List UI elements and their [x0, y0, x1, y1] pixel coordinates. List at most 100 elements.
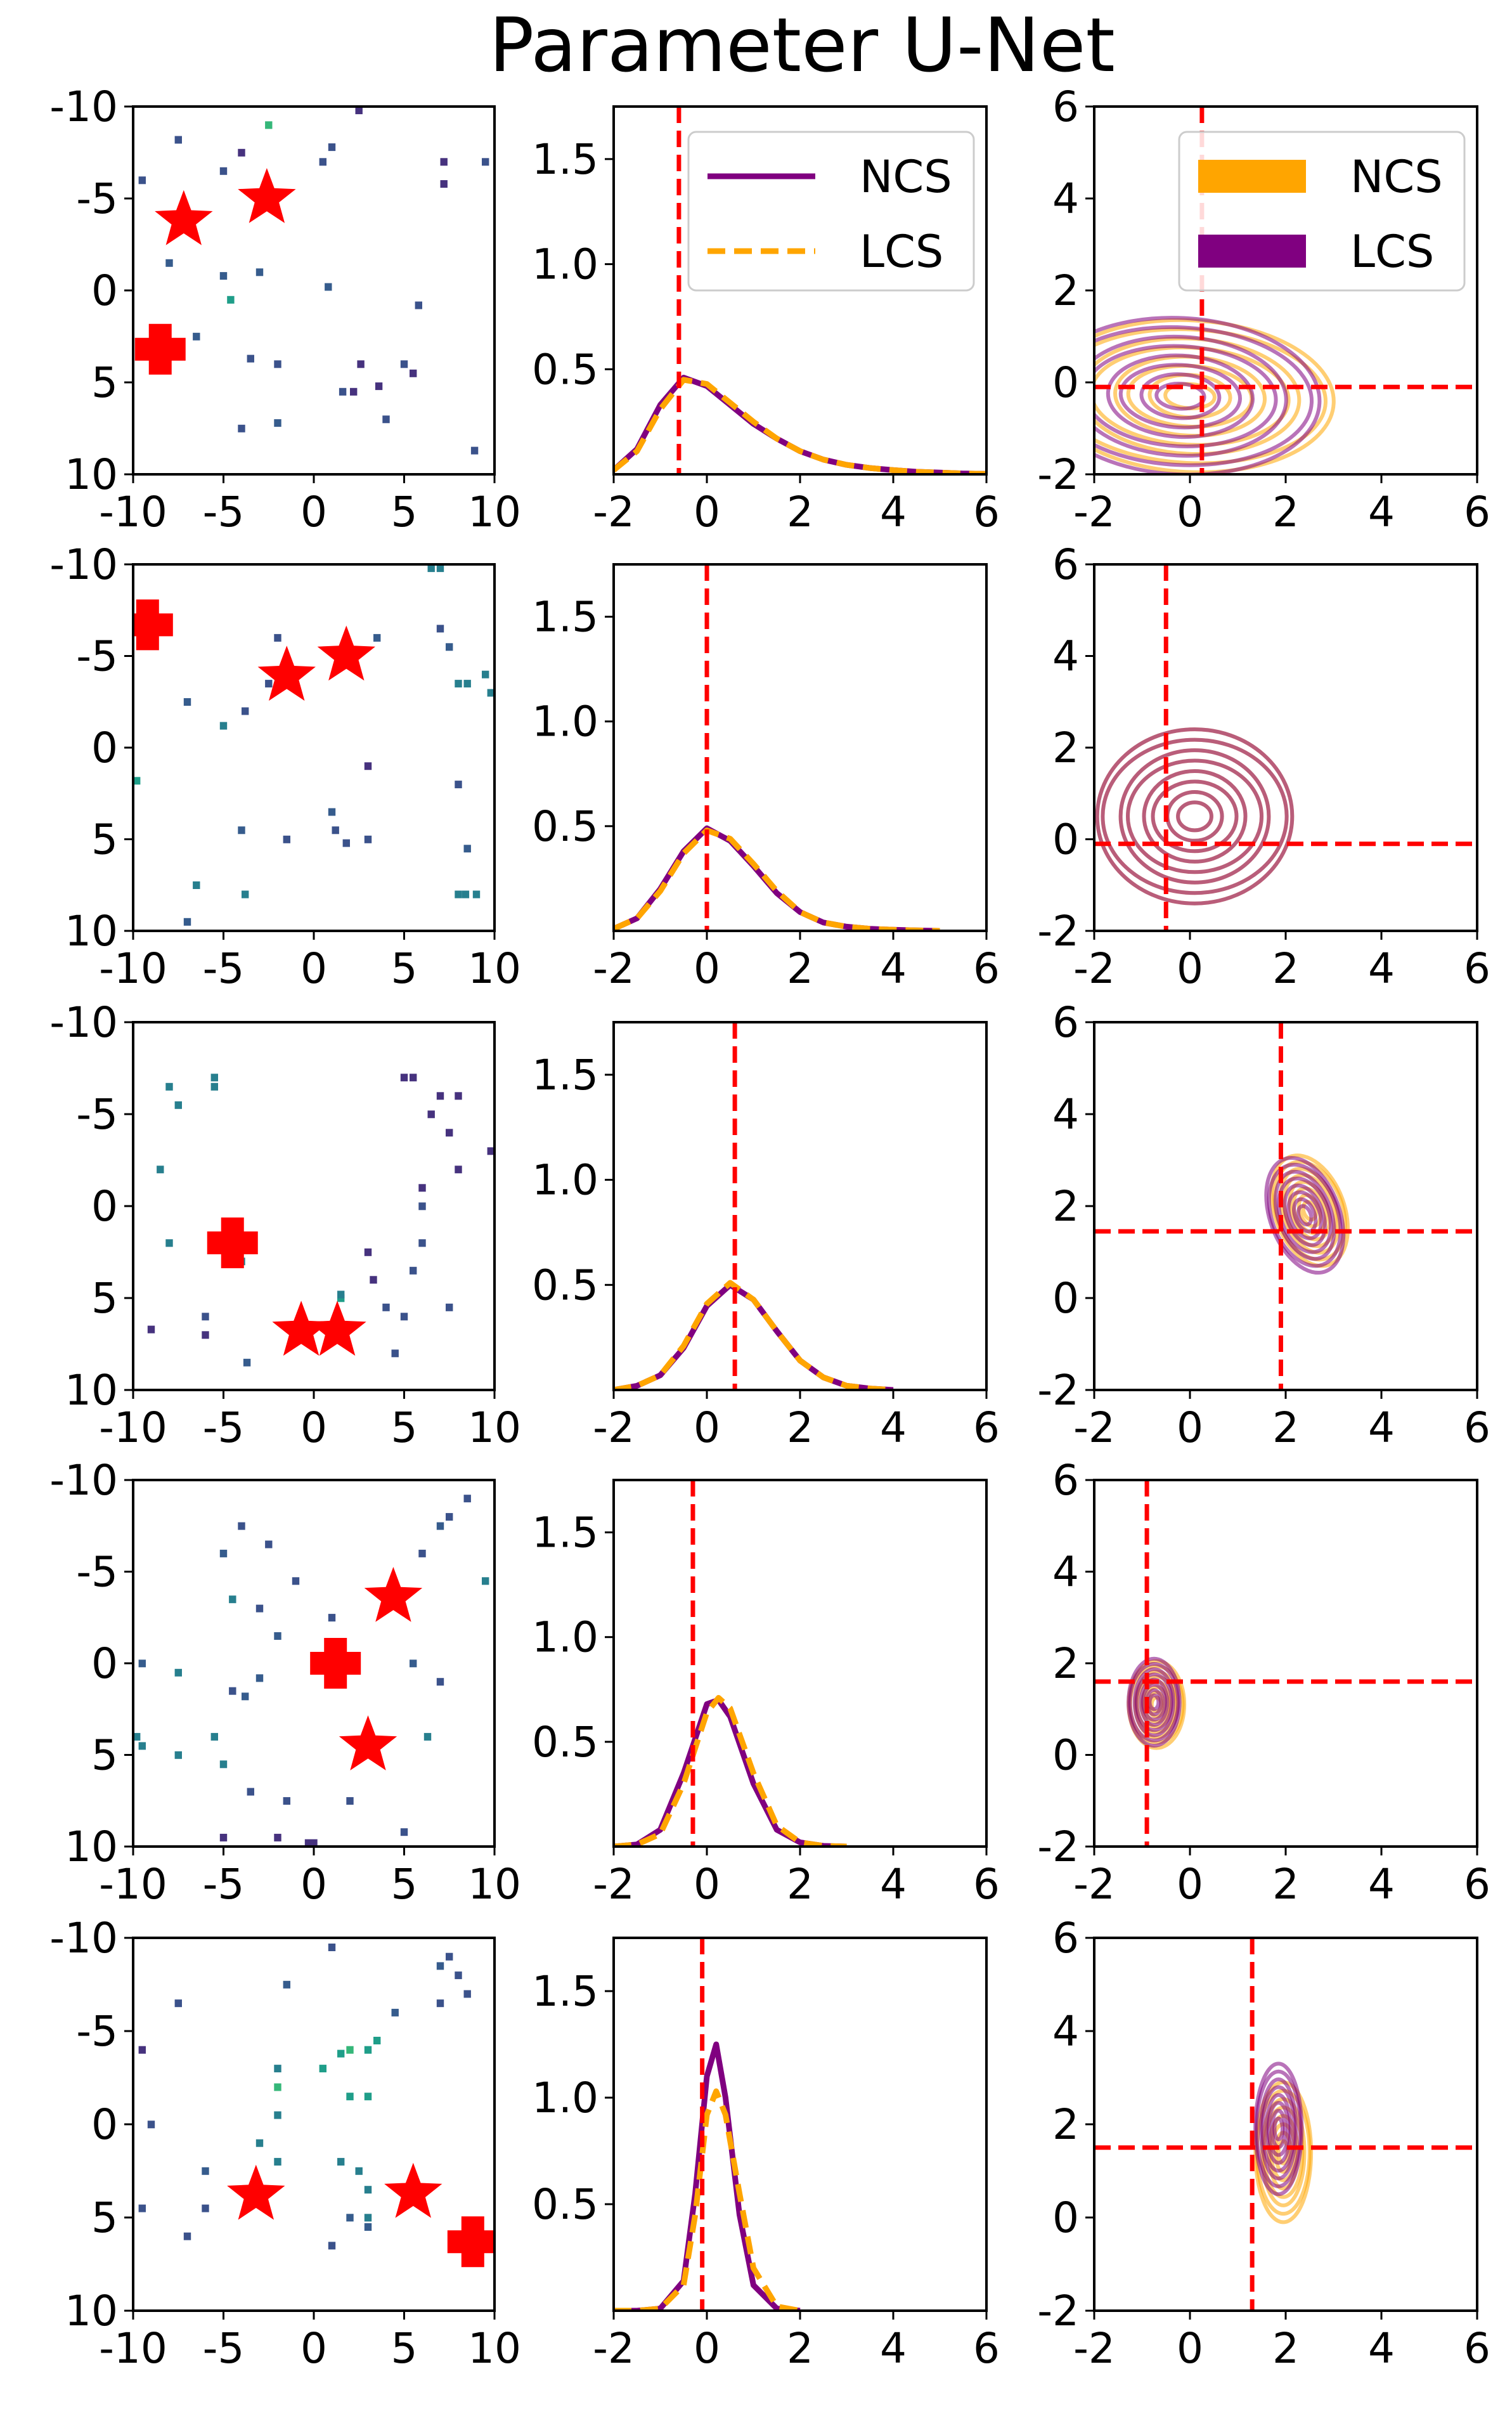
map-cell	[470, 446, 479, 455]
plus-marker	[447, 2216, 494, 2268]
map-cell	[325, 283, 332, 291]
x-tick-label: 2	[787, 1860, 813, 1909]
x-tick-label: 0	[300, 1403, 327, 1452]
axes-frame	[132, 1021, 496, 1391]
x-tick-label: -5	[203, 1860, 245, 1909]
map-cell	[364, 2214, 372, 2222]
map-cell	[455, 890, 462, 899]
plot-area	[1094, 1480, 1477, 1847]
map-cell	[219, 167, 228, 175]
axes-frame	[132, 1479, 496, 1848]
x-tick-label: 2	[787, 944, 813, 993]
map-cell	[274, 419, 281, 427]
y-tick-label: 1.5	[532, 1967, 598, 2016]
map-cell	[482, 670, 489, 679]
y-tick-label: 0	[91, 266, 118, 315]
map-cell	[455, 781, 462, 789]
x-tick-label: 10	[468, 2324, 521, 2373]
y-tick-label: -5	[76, 1090, 118, 1139]
map-cell	[418, 1184, 426, 1192]
map-cell	[292, 1577, 300, 1585]
map-cell	[418, 1549, 426, 1557]
y-tick-label: -5	[76, 174, 118, 223]
contour-ncs	[1165, 790, 1224, 843]
map-cell	[328, 808, 336, 816]
map-cell	[436, 1522, 444, 1530]
legend-frame	[687, 131, 975, 292]
contour-ncs	[1101, 737, 1289, 895]
x-tick-label: 4	[880, 1403, 907, 1452]
map-cell	[183, 2232, 191, 2240]
axes-frame	[612, 1021, 988, 1391]
contour-ncs	[1286, 1190, 1323, 1240]
y-tick-label: 5	[91, 815, 118, 864]
map-cell	[219, 272, 228, 280]
map-cell	[364, 835, 372, 843]
x-tick-label: 6	[973, 944, 1000, 993]
x-tick-label: 4	[1368, 1860, 1395, 1909]
map-cell	[487, 1147, 494, 1155]
x-tick-label: 6	[1464, 2324, 1490, 2373]
contour-ncs	[1176, 800, 1213, 833]
contour-ncs	[1264, 2093, 1293, 2165]
plus-marker	[310, 1638, 361, 1689]
plot-area	[138, 1944, 494, 2268]
map-cell	[346, 1797, 354, 1805]
legend-patch-ncs	[1198, 160, 1306, 193]
x-tick-label: 0	[300, 944, 327, 993]
y-tick-label: -2	[1037, 907, 1079, 956]
axes-frame	[612, 105, 988, 476]
map-cell	[147, 1325, 155, 1334]
y-tick-label: 0	[1052, 2193, 1079, 2242]
star-marker	[308, 1301, 366, 1356]
y-tick-label: -5	[76, 2007, 118, 2056]
map-cell	[274, 360, 281, 368]
map-cell	[133, 1732, 141, 1741]
x-tick-label: 6	[973, 1403, 1000, 1452]
x-tick-label: 10	[468, 488, 521, 536]
map-cell	[183, 698, 191, 706]
contour-ncs	[1267, 1162, 1343, 1268]
map-cell	[400, 1074, 408, 1082]
x-tick-label: 4	[880, 488, 907, 536]
x-tick-label: -5	[203, 1403, 245, 1452]
contour-ncs	[1142, 769, 1248, 864]
plot-area	[614, 1938, 801, 2311]
map-cell	[242, 1692, 249, 1701]
map-cell	[265, 1540, 273, 1549]
x-tick-label: 6	[1464, 1403, 1490, 1452]
map-cell	[446, 1303, 453, 1311]
map-cell	[400, 1828, 408, 1836]
map-cell	[440, 158, 448, 166]
x-tick-label: 4	[1368, 2324, 1395, 2373]
y-tick-label: 0	[91, 1182, 118, 1231]
x-tick-label: 2	[1272, 2324, 1299, 2373]
x-tick-label: 0	[1177, 944, 1203, 993]
map-cell	[463, 1495, 471, 1503]
x-tick-label: 6	[1464, 488, 1490, 536]
star-marker	[227, 2164, 285, 2220]
map-cell	[427, 1110, 435, 1119]
y-tick-label: 1.0	[532, 1156, 598, 1205]
map-cell	[165, 1239, 173, 1247]
plot-area	[134, 107, 489, 455]
map-cell	[455, 1166, 462, 1174]
y-tick-label: 5	[91, 1731, 118, 1780]
map-cell	[229, 1687, 236, 1695]
map-cell	[436, 1092, 444, 1100]
row1-contour: -2 0 2 4 6 -2 0 2 4 6 NCS LCS	[1037, 82, 1490, 536]
map-cell	[364, 2186, 372, 2194]
x-tick-label: -5	[203, 2324, 245, 2373]
map-cell	[423, 1732, 432, 1741]
map-cell	[436, 564, 444, 573]
y-tick-label: 10	[65, 450, 118, 499]
map-cell	[346, 2214, 354, 2222]
map-cell	[229, 1595, 236, 1604]
map-cell	[357, 360, 365, 368]
map-cell	[364, 2093, 372, 2101]
x-tick-label: 4	[1368, 944, 1395, 993]
x-tick-label: 0	[694, 488, 720, 536]
x-tick-label: -10	[99, 488, 167, 536]
